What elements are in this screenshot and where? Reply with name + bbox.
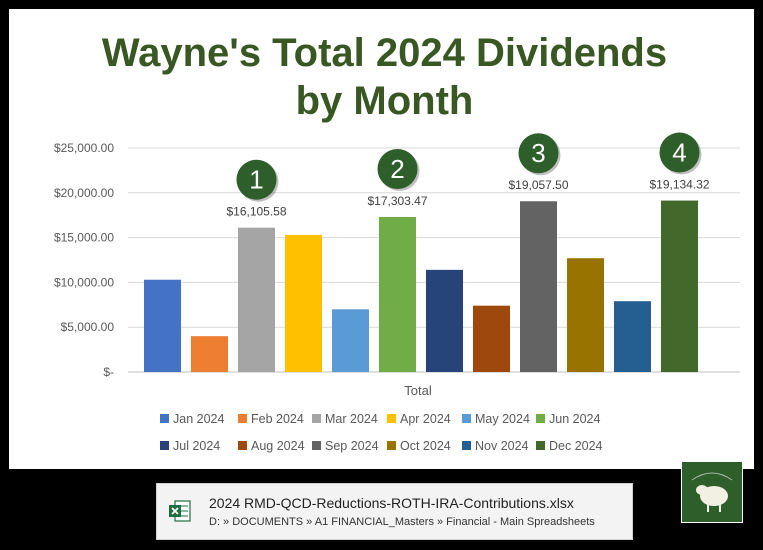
legend-swatch xyxy=(238,441,247,450)
bar-aug-2024 xyxy=(473,305,510,372)
legend-label: Jan 2024 xyxy=(173,412,224,426)
proverbs-27-flocks-logo xyxy=(681,461,743,523)
chart-title-line-1: Wayne's Total 2024 Dividends xyxy=(101,31,668,75)
legend-label: Dec 2024 xyxy=(549,439,603,453)
bar-chart: $- $5,000.00 $10,000.00 $15,000.00 $20,000.0… xyxy=(54,132,740,453)
legend-label: Jul 2024 xyxy=(173,439,220,453)
excel-icon xyxy=(169,500,191,522)
legend-label: Jun 2024 xyxy=(549,412,600,426)
x-axis-label: Total xyxy=(404,383,432,398)
bar-oct-2024 xyxy=(567,258,604,372)
data-label: $19,057.50 xyxy=(508,178,568,192)
legend-label: Apr 2024 xyxy=(400,412,451,426)
annotation-badge xyxy=(236,159,277,200)
chart-title: Wayne's Total 2024 Dividends by Month xyxy=(9,29,760,125)
legend-swatch xyxy=(462,414,471,423)
y-tick-label: $- xyxy=(103,365,114,379)
legend-label: Oct 2024 xyxy=(400,439,451,453)
data-label: $17,303.47 xyxy=(367,194,427,208)
bar-jul-2024 xyxy=(426,269,463,372)
legend-swatch xyxy=(536,414,545,423)
legend-label: Mar 2024 xyxy=(325,412,378,426)
bar-feb-2024 xyxy=(191,336,228,372)
y-tick-label: $20,000.00 xyxy=(54,186,114,200)
legend-swatch xyxy=(536,441,545,450)
legend-label: Sep 2024 xyxy=(325,439,379,453)
bar-jun-2024 xyxy=(379,216,416,372)
bar-dec-2024 xyxy=(661,200,698,372)
legend-label: Nov 2024 xyxy=(475,439,529,453)
legend-swatch xyxy=(312,441,321,450)
legend-swatch xyxy=(160,414,169,423)
data-label: $19,134.32 xyxy=(649,178,709,192)
annotation-number: 3 xyxy=(531,138,545,168)
annotation-badge xyxy=(518,133,559,174)
y-tick-label: $15,000.00 xyxy=(54,231,114,245)
annotation-number: 1 xyxy=(249,165,263,195)
y-tick-label: $25,000.00 xyxy=(54,141,114,155)
bar-jan-2024 xyxy=(144,279,181,372)
bar-apr-2024 xyxy=(285,234,322,372)
legend-swatch xyxy=(312,414,321,423)
legend-swatch xyxy=(387,414,396,423)
legend-swatch xyxy=(387,441,396,450)
y-tick-label: $10,000.00 xyxy=(54,275,114,289)
bar-may-2024 xyxy=(332,309,369,372)
bar-mar-2024 xyxy=(238,227,275,372)
file-path: D: » DOCUMENTS » A1 FINANCIAL_Masters » … xyxy=(209,516,595,528)
annotation-number: 2 xyxy=(390,154,404,184)
file-name: 2024 RMD-QCD-Reductions-ROTH-IRA-Contrib… xyxy=(209,495,574,511)
legend-label: Aug 2024 xyxy=(251,439,305,453)
legend-swatch xyxy=(160,441,169,450)
bar-nov-2024 xyxy=(614,301,651,372)
file-info-box[interactable]: 2024 RMD-QCD-Reductions-ROTH-IRA-Contrib… xyxy=(156,483,633,540)
annotation-badge xyxy=(377,148,418,189)
annotation-number: 4 xyxy=(672,138,686,168)
legend-label: Feb 2024 xyxy=(251,412,304,426)
legend-swatch xyxy=(462,441,471,450)
chart-title-line-2: by Month xyxy=(295,79,474,123)
bar-sep-2024 xyxy=(520,201,557,372)
data-label: $16,105.58 xyxy=(226,205,286,219)
legend-label: May 2024 xyxy=(475,412,530,426)
annotation-badge xyxy=(659,132,700,173)
chart-frame: Wayne's Total 2024 Dividends by Month xyxy=(6,6,757,472)
legend-swatch xyxy=(238,414,247,423)
y-tick-label: $5,000.00 xyxy=(61,320,115,334)
